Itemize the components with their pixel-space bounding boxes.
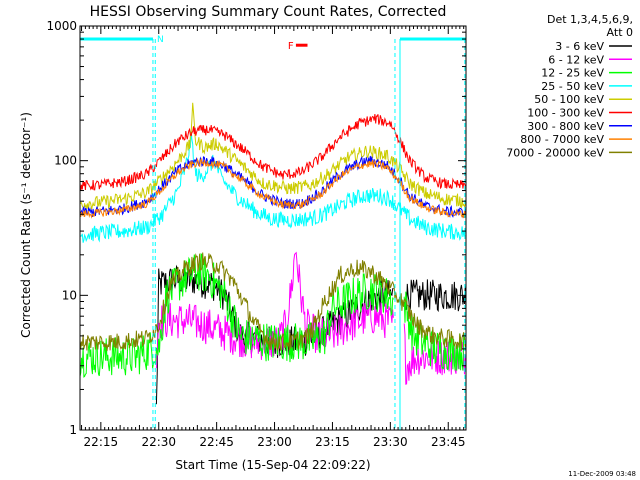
legend-label: 25 - 50 keV [541,80,604,93]
legend-header-line-2: Att 0 [607,26,633,39]
x-ticks: 22:15 22:30 22:45 23:00 23:15 23:30 23:45 [81,26,466,449]
annotation-layer: NF [80,35,466,430]
series-line-12-25-kev [79,252,467,378]
flare-marker-label: F [288,41,294,52]
x-tick-label: 23:15 [315,435,350,449]
series-line-25-50-kev [79,130,467,243]
x-tick-label: 22:15 [84,435,119,449]
y-ticks: 1 10 100 1000 [46,19,466,437]
x-tick-label: 23:30 [373,435,408,449]
x-axis-label: Start Time (15-Sep-04 22:09:22) [175,458,370,472]
night-marker-label: N [157,35,164,45]
plot-frame [79,25,467,431]
series-layer [79,102,467,405]
legend-label: 7000 - 20000 keV [506,146,604,159]
legend-header-line-1: Det 1,3,4,5,6,9, [547,13,633,26]
legend-label: 6 - 12 keV [548,53,604,66]
series-line-100-300-kev [79,113,467,191]
y-tick-label: 1000 [46,19,77,33]
chart-title: HESSI Observing Summary Count Rates, Cor… [90,4,447,20]
x-tick-label: 22:30 [141,435,176,449]
y-tick-label: 10 [62,288,77,302]
x-tick-label: 23:00 [257,435,292,449]
legend-label: 800 - 7000 keV [520,133,604,146]
series-line-300-800-kev [79,155,467,218]
y-tick-label: 1 [69,423,77,437]
legend-label: 12 - 25 keV [541,67,604,80]
legend-label: 100 - 300 keV [527,107,604,120]
legend-label: 300 - 800 keV [527,120,604,133]
legend-label: 3 - 6 keV [555,40,604,53]
y-axis-label: Corrected Count Rate (s⁻¹ detector⁻¹) [19,112,33,338]
date-stamp: 11-Dec-2009 03:48 [568,470,636,478]
series-line-50-100-kev [79,102,467,211]
series-line-7000-20000-kev [79,252,467,352]
x-tick-label: 22:45 [199,435,234,449]
x-tick-label: 23:45 [431,435,466,449]
y-tick-label: 100 [54,154,77,168]
series-line-800-7000-kev [79,157,467,219]
legend-label: 50 - 100 keV [534,93,604,106]
